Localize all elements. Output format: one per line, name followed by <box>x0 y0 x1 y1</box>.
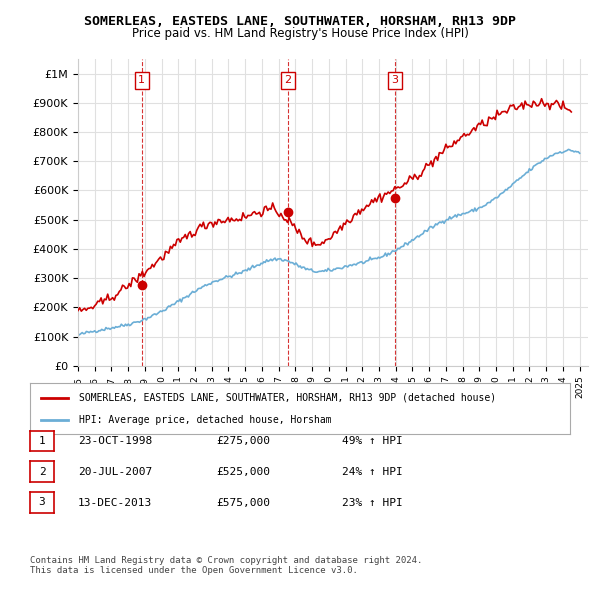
Text: £525,000: £525,000 <box>216 467 270 477</box>
Text: SOMERLEAS, EASTEDS LANE, SOUTHWATER, HORSHAM, RH13 9DP (detached house): SOMERLEAS, EASTEDS LANE, SOUTHWATER, HOR… <box>79 392 496 402</box>
Text: SOMERLEAS, EASTEDS LANE, SOUTHWATER, HORSHAM, RH13 9DP: SOMERLEAS, EASTEDS LANE, SOUTHWATER, HOR… <box>84 15 516 28</box>
Text: 1: 1 <box>38 436 46 446</box>
Text: HPI: Average price, detached house, Horsham: HPI: Average price, detached house, Hors… <box>79 415 331 425</box>
Text: 23-OCT-1998: 23-OCT-1998 <box>78 437 152 446</box>
Text: 23% ↑ HPI: 23% ↑ HPI <box>342 498 403 507</box>
Text: Contains HM Land Registry data © Crown copyright and database right 2024.
This d: Contains HM Land Registry data © Crown c… <box>30 556 422 575</box>
Text: 20-JUL-2007: 20-JUL-2007 <box>78 467 152 477</box>
Text: 3: 3 <box>391 76 398 86</box>
Text: 13-DEC-2013: 13-DEC-2013 <box>78 498 152 507</box>
Text: Price paid vs. HM Land Registry's House Price Index (HPI): Price paid vs. HM Land Registry's House … <box>131 27 469 40</box>
Text: £575,000: £575,000 <box>216 498 270 507</box>
Text: 24% ↑ HPI: 24% ↑ HPI <box>342 467 403 477</box>
Text: 3: 3 <box>38 497 46 507</box>
Text: 2: 2 <box>38 467 46 477</box>
Text: 49% ↑ HPI: 49% ↑ HPI <box>342 437 403 446</box>
Text: £275,000: £275,000 <box>216 437 270 446</box>
Text: 2: 2 <box>284 76 291 86</box>
Text: 1: 1 <box>138 76 145 86</box>
